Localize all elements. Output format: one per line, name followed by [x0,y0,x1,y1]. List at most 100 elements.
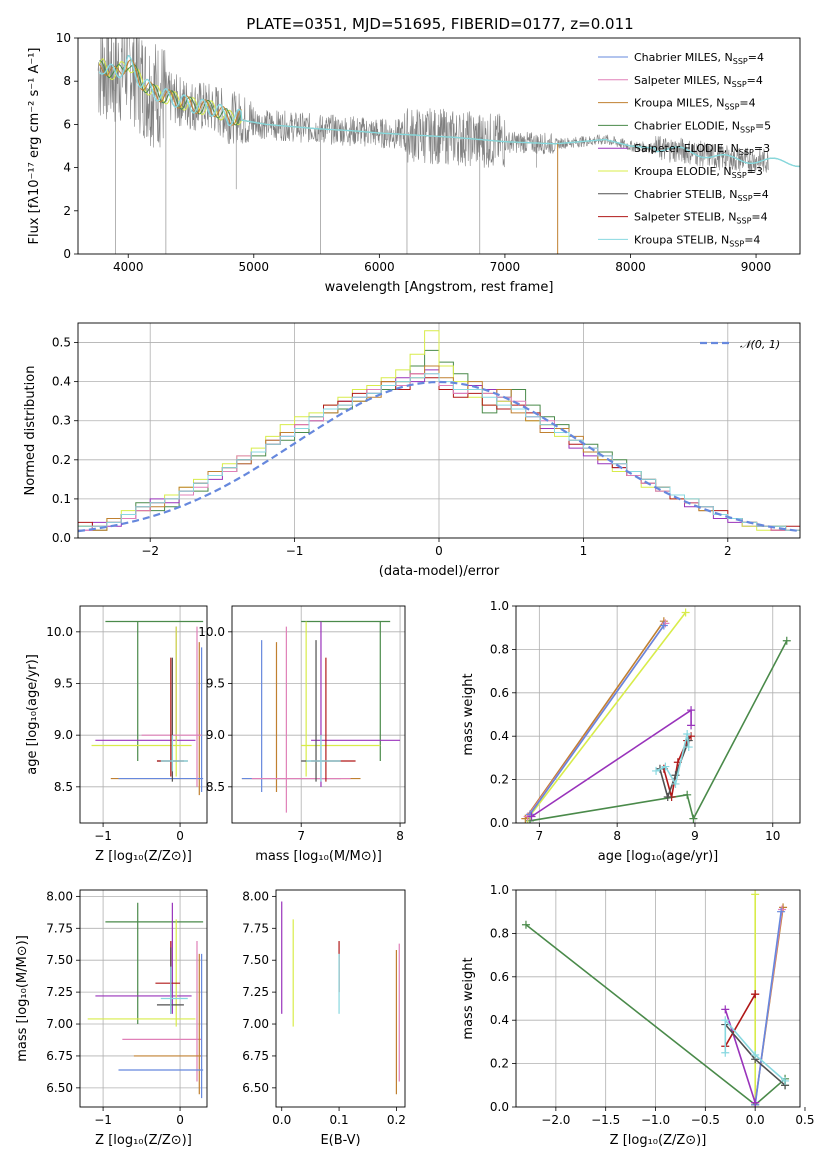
weight-line-kroupa-elodie [527,612,687,820]
y-tick-label: 9.5 [54,677,73,691]
weight-line-kroupa-stelib [655,733,690,785]
y-tick-label: 0.8 [490,926,509,940]
weight-vs-Z-plot-area [516,890,800,1107]
marker-plus [751,1098,760,1107]
legend-entry: Salpeter MILES, NSSP=4 [634,74,763,89]
x-tick-label: 9 [691,829,699,843]
x-tick-label: −1.5 [591,1113,620,1127]
mass-vs-ebv-panel: 0.0 0.1 0.2 6.50 6.75 7.00 7.25 7.50 7.75 8.00 E(B… [242,889,406,1148]
spectrum-plot-area [97,38,800,254]
y-tick-label: 0.0 [490,1100,509,1114]
x-axis-label: (data-model)/error [379,564,500,579]
x-tick-label: 7000 [490,260,521,274]
x-axis-label: Z [log₁₀(Z/Z⊙)] [95,849,192,864]
y-tick-label: 0.0 [490,816,509,830]
legend-entry: Kroupa STELIB, NSSP=4 [634,233,760,248]
weight-line-chabrier-miles [529,625,665,815]
marker-plus [778,905,787,914]
marker-plus [777,907,786,916]
mass-vs-Z-panel: −1 0 6.50 6.75 7.00 7.25 7.50 7.75 8.00 Z [log₁₀(… [15,889,208,1148]
residuals-plot-area [78,323,800,538]
y-tick-label: 8 [63,74,71,88]
y-tick-label: 0.4 [490,729,509,743]
y-tick-label: 9.5 [206,677,225,691]
x-tick-label: 8 [613,829,621,843]
y-tick-label: 8.5 [206,780,225,794]
x-tick-label: 8000 [615,260,646,274]
axes-frame [515,605,801,824]
y-tick-label: 0.0 [52,531,71,545]
weight-line-kroupa-stelib [724,1019,786,1082]
y-tick-label: 7.75 [46,921,73,935]
x-tick-label: 0.0 [746,1113,765,1127]
y-tick-label: 10 [56,31,71,45]
legend-entry: Kroupa ELODIE, NSSP=3 [634,165,763,180]
marker-plus [671,779,680,788]
y-tick-label: 6.50 [46,1081,73,1095]
x-tick-label: −1.0 [641,1113,670,1127]
marker-plus [527,812,536,821]
y-tick-label: 7.00 [46,1017,73,1031]
legend-entry: Salpeter STELIB, NSSP=4 [634,211,768,226]
marker-plus [521,920,530,929]
y-tick-label: 4 [63,161,71,175]
spectrum-legend: Chabrier MILES, NSSP=4 Salpeter MILES, NS… [598,51,771,248]
y-tick-label: 9.0 [54,728,73,742]
x-tick-label: 9000 [741,260,772,274]
axes-frame [515,889,801,1108]
y-axis-label: Normed distribution [23,366,38,496]
weight-line-kroupa-miles [524,620,665,820]
y-tick-label: 6 [63,117,71,131]
x-axis-label: E(B-V) [320,1133,360,1148]
legend-entry: Kroupa MILES, NSSP=4 [634,97,756,112]
data-spectrum-line [97,38,769,174]
y-tick-label: 0.3 [52,414,71,428]
marker-plus [751,990,760,999]
x-tick-label: −1 [286,544,304,558]
x-tick-label: 7 [297,829,305,843]
y-tick-label: 0.6 [490,686,509,700]
x-tick-label: −0.5 [691,1113,720,1127]
legend-entry: Chabrier ELODIE, NSSP=5 [634,119,771,134]
marker-plus [779,903,788,912]
marker-plus [681,608,690,617]
marker-plus [751,890,760,899]
weight-line-salpeter-elodie [724,1009,756,1103]
y-tick-label: 8.00 [242,889,269,903]
y-tick-label: 0.1 [52,492,71,506]
x-tick-label: 7 [536,829,544,843]
x-tick-label: 8 [396,829,404,843]
y-axis-label: mass weight [461,673,476,755]
x-tick-label: 0.0 [272,1113,291,1127]
x-axis-label: wavelength [Angstrom, rest frame] [325,280,554,295]
marker-plus [663,792,672,801]
y-axis-label: mass [log₁₀(M/M⊙)] [15,935,30,1062]
legend-entry: 𝒩(0, 1) [740,338,780,351]
x-tick-label: −2.0 [541,1113,570,1127]
x-tick-label: −1 [94,1113,112,1127]
y-tick-label: 7.50 [46,953,73,967]
x-tick-label: 0 [176,1113,184,1127]
age-vs-mass-panel: 7 8 8.5 9.0 9.5 10.0 mass [log₁₀(M/M⊙)] [198,605,406,864]
weight-line-chabrier-miles [754,911,782,1105]
spectrum-panel: 4000 5000 6000 7000 8000 9000 0 2 4 6 8 10 wavelengt… [27,31,801,295]
marker-plus [721,1016,730,1025]
y-tick-label: 10.0 [46,625,73,639]
y-tick-label: 0.8 [490,642,509,656]
x-tick-label: 4000 [113,260,144,274]
marker-plus [659,621,668,630]
axes-frame [77,322,801,539]
marker-plus [684,743,693,752]
age-vs-mass-plot-area [232,606,405,823]
age-vs-Z-panel: −1 0 8.5 9.0 9.5 10.0 Z [log₁₀(Z/Z⊙)] age [log₁… [25,605,208,864]
y-tick-label: 0.2 [52,453,71,467]
x-axis-label: Z [log₁₀(Z/Z⊙)] [610,1133,707,1148]
x-tick-label: 0.2 [387,1113,406,1127]
y-tick-label: 0.2 [490,773,509,787]
y-tick-label: 7.00 [242,1017,269,1031]
x-tick-label: 6000 [364,260,395,274]
weight-line-salpeter-stelib [724,993,756,1047]
y-tick-label: 10.0 [198,625,225,639]
legend-entry: Chabrier MILES, NSSP=4 [634,51,764,66]
